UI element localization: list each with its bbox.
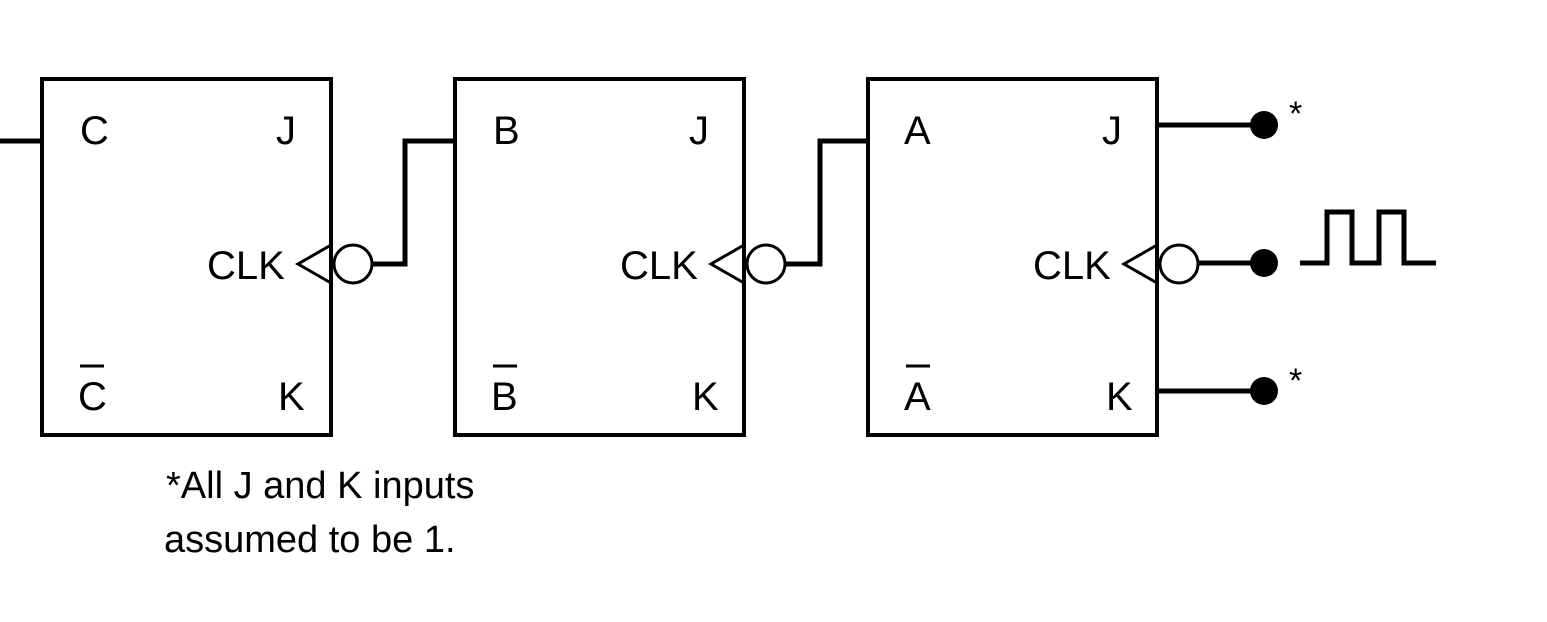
flipflop-b-k-label: K bbox=[692, 375, 719, 419]
flipflop-c-clock-bubble bbox=[332, 243, 374, 285]
flipflop-b-body bbox=[453, 77, 746, 437]
flipflop-a-clk-label: CLK bbox=[1033, 244, 1111, 288]
footnote-line-1: *All J and K inputs bbox=[166, 465, 474, 507]
wire-b-to-c-clock bbox=[372, 138, 455, 267]
flipflop-c-clk-label: CLK bbox=[207, 244, 285, 288]
footnote: *All J and K inputs assumed to be 1. bbox=[164, 465, 474, 561]
flipflop-c-body bbox=[40, 77, 333, 437]
k-input-marker: * bbox=[1289, 362, 1302, 400]
flipflop-b-clk-label: CLK bbox=[620, 244, 698, 288]
flipflop-b-q-label: B bbox=[493, 109, 520, 153]
flipflop-c-j-label: J bbox=[276, 109, 296, 153]
flipflop-a-qbar-label: A bbox=[904, 375, 931, 419]
j-input-terminal: * bbox=[1157, 95, 1302, 139]
flipflop-c: C J CLK C K bbox=[40, 77, 374, 437]
clock-input-dot-icon bbox=[1250, 249, 1278, 277]
j-input-marker: * bbox=[1289, 95, 1302, 133]
flipflop-b-j-label: J bbox=[689, 109, 709, 153]
flipflop-a-body bbox=[866, 77, 1159, 437]
flipflop-b-clock-bubble bbox=[745, 243, 787, 285]
flipflop-b: B J CLK B K bbox=[453, 77, 787, 437]
clock-pulse-train-icon bbox=[1300, 209, 1436, 266]
flipflop-c-k-label: K bbox=[278, 375, 305, 419]
k-input-terminal: * bbox=[1157, 362, 1302, 405]
j-input-dot-icon bbox=[1250, 111, 1278, 139]
flipflop-a-clock-bubble bbox=[1158, 243, 1200, 285]
flipflop-b-qbar-label: B bbox=[491, 375, 518, 419]
clock-input-terminal bbox=[1198, 209, 1436, 277]
flipflop-a: A J CLK A K bbox=[866, 77, 1200, 437]
flipflop-c-q-label: C bbox=[80, 109, 109, 153]
k-input-dot-icon bbox=[1250, 377, 1278, 405]
footnote-line-2: assumed to be 1. bbox=[164, 519, 456, 561]
flipflop-a-k-label: K bbox=[1106, 375, 1133, 419]
flipflop-a-j-label: J bbox=[1102, 109, 1122, 153]
flipflop-a-q-label: A bbox=[904, 109, 931, 153]
flipflop-b-clock-triangle bbox=[707, 243, 745, 285]
flipflop-a-clock-triangle bbox=[1120, 243, 1158, 285]
wire-a-to-b-clock bbox=[785, 138, 868, 267]
flipflop-c-clock-triangle bbox=[294, 243, 332, 285]
flipflop-c-qbar-label: C bbox=[78, 375, 107, 419]
